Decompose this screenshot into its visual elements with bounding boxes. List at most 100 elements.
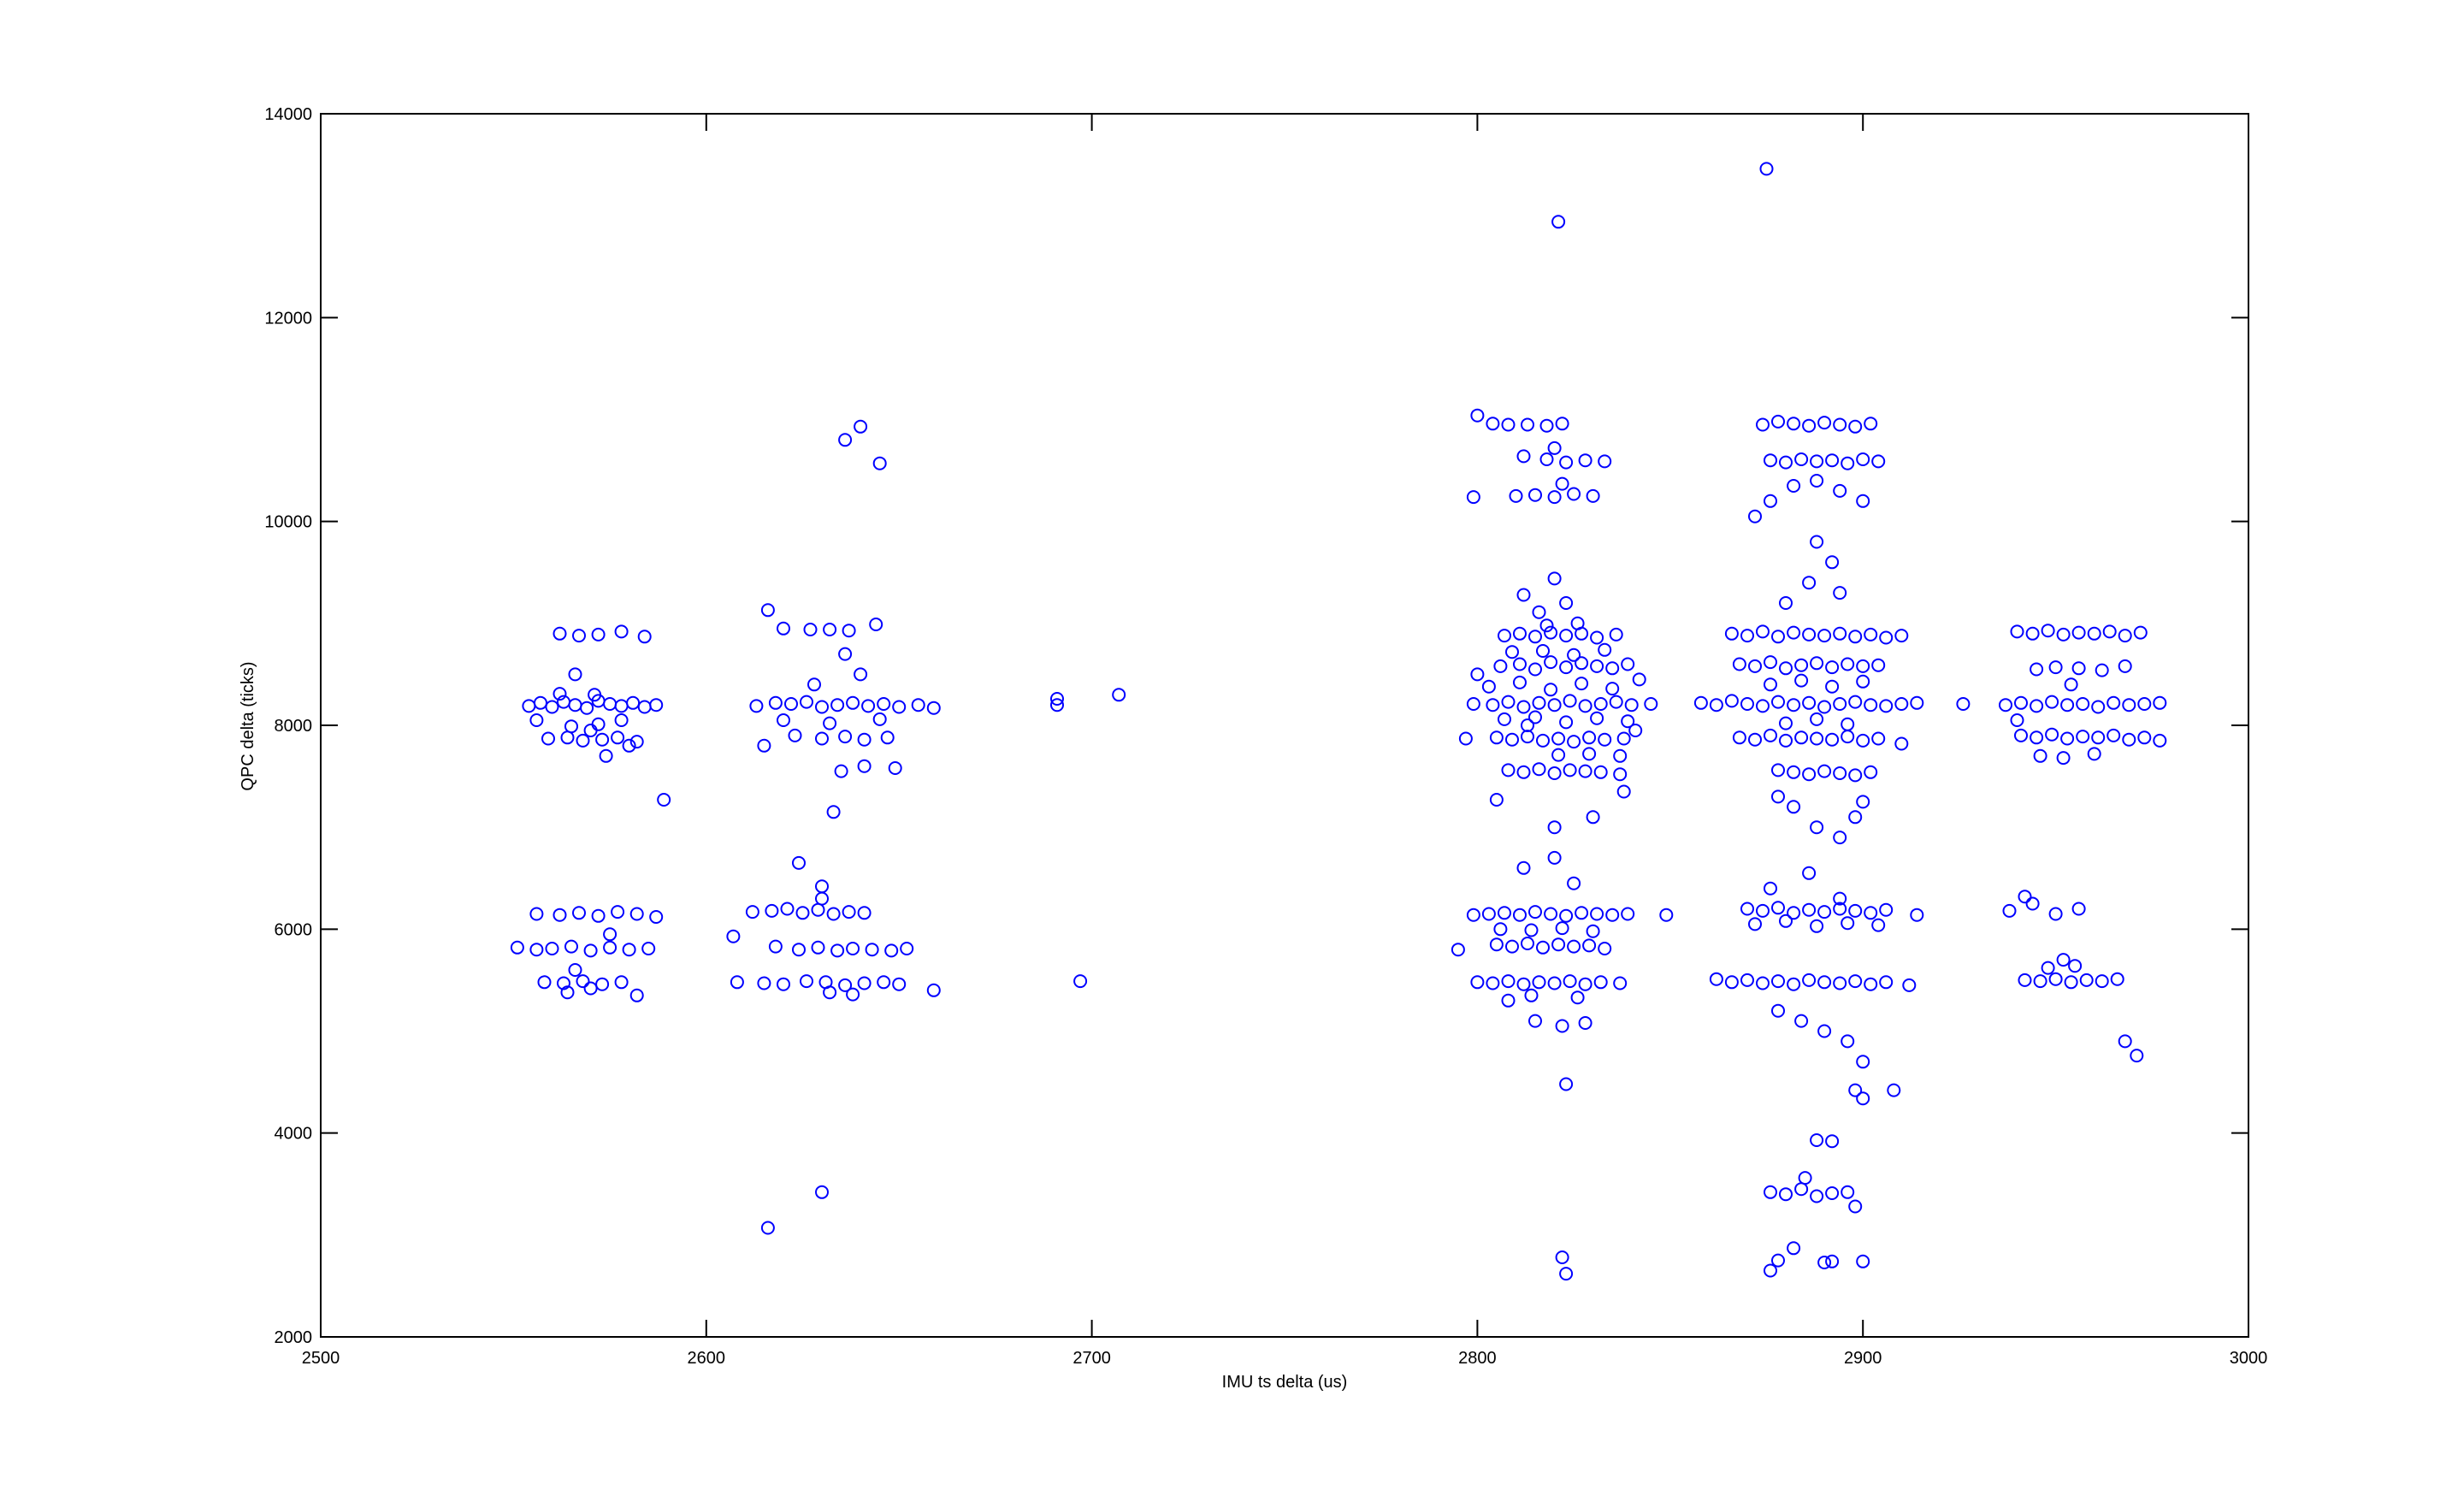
- data-point: [2060, 731, 2075, 746]
- data-point: [1578, 764, 1592, 778]
- data-point: [580, 701, 594, 715]
- data-point: [1709, 698, 1723, 712]
- y-tick-label: 6000: [275, 920, 313, 939]
- data-point: [1756, 903, 1770, 918]
- data-point: [1590, 907, 1604, 921]
- data-point: [842, 905, 856, 919]
- data-point: [1493, 922, 1508, 937]
- data-point: [1489, 793, 1504, 807]
- data-point: [842, 624, 856, 638]
- data-point: [830, 698, 845, 712]
- data-point: [1879, 630, 1894, 645]
- data-point: [1505, 645, 1519, 659]
- data-point: [1481, 907, 1496, 921]
- data-point: [1833, 417, 1847, 432]
- data-point: [1516, 977, 1531, 991]
- data-point: [1848, 1083, 1863, 1097]
- data-point: [1593, 765, 1608, 779]
- data-point: [1528, 630, 1542, 644]
- data-point: [1590, 659, 1604, 673]
- data-point: [1856, 1254, 1870, 1268]
- data-point: [2118, 659, 2132, 673]
- data-point: [1582, 747, 1597, 761]
- data-point: [1787, 800, 1801, 814]
- data-point: [1505, 939, 1519, 954]
- data-point: [1864, 977, 1878, 991]
- data-point: [803, 623, 818, 636]
- data-point: [2041, 624, 2055, 638]
- data-point: [1841, 1034, 1855, 1049]
- data-point: [1693, 695, 1708, 710]
- data-point: [1605, 661, 1620, 676]
- data-point: [1609, 627, 1623, 642]
- data-point: [1879, 699, 1894, 713]
- data-point: [560, 985, 575, 1000]
- data-point: [2122, 698, 2136, 712]
- data-point: [1848, 974, 1863, 989]
- data-point: [2068, 959, 2083, 973]
- data-point: [1740, 973, 1754, 987]
- data-point: [1466, 908, 1480, 922]
- data-point: [1764, 655, 1777, 670]
- data-point: [1848, 903, 1863, 918]
- data-point: [603, 940, 617, 955]
- x-tick-label: 2500: [302, 1349, 340, 1368]
- x-tick-label: 2600: [688, 1349, 726, 1368]
- data-point: [1817, 764, 1832, 778]
- data-point: [1582, 730, 1597, 745]
- data-point: [614, 713, 629, 727]
- data-point: [1794, 1182, 1809, 1197]
- data-point: [1559, 660, 1574, 675]
- data-point: [1864, 765, 1878, 779]
- data-point: [1802, 902, 1817, 917]
- data-point: [2018, 890, 2032, 904]
- data-point: [1451, 943, 1465, 957]
- data-point: [1598, 942, 1612, 955]
- data-point: [1771, 763, 1785, 778]
- data-point: [1740, 629, 1754, 643]
- data-point: [2025, 896, 2040, 911]
- data-point: [595, 977, 610, 991]
- data-point: [1632, 672, 1646, 687]
- data-point: [1740, 902, 1754, 916]
- data-point: [2118, 629, 2132, 643]
- data-point: [1586, 924, 1600, 938]
- data-point: [877, 975, 891, 990]
- data-point: [1894, 629, 1909, 643]
- data-point: [557, 976, 570, 990]
- data-point: [1112, 688, 1126, 702]
- data-point: [792, 855, 806, 870]
- data-point: [583, 724, 598, 737]
- data-point: [1481, 679, 1496, 694]
- data-point: [1802, 866, 1817, 880]
- data-point: [1825, 732, 1840, 747]
- data-point: [1817, 975, 1832, 990]
- data-point: [1613, 767, 1628, 782]
- data-point: [834, 764, 848, 778]
- data-point: [1794, 730, 1809, 745]
- data-point: [1856, 452, 1870, 466]
- data-point: [1848, 419, 1863, 434]
- data-point: [1524, 923, 1539, 937]
- data-point: [2056, 751, 2071, 766]
- data-point: [568, 963, 582, 977]
- data-point: [1547, 850, 1562, 865]
- data-point: [1598, 732, 1612, 747]
- data-point: [1575, 677, 1589, 691]
- data-point: [1802, 973, 1817, 987]
- data-point: [1559, 715, 1574, 730]
- data-point: [1489, 937, 1504, 952]
- data-point: [564, 939, 578, 954]
- data-point: [1578, 977, 1592, 991]
- data-point: [545, 942, 559, 955]
- data-point: [1771, 1003, 1785, 1018]
- data-point: [2025, 626, 2040, 641]
- data-point: [591, 908, 606, 923]
- data-point: [1547, 698, 1562, 712]
- data-point: [2056, 953, 2071, 967]
- data-point: [545, 700, 559, 714]
- data-point: [1802, 576, 1817, 590]
- data-point: [1724, 626, 1739, 641]
- data-point: [1887, 1083, 1901, 1097]
- data-point: [1582, 938, 1597, 953]
